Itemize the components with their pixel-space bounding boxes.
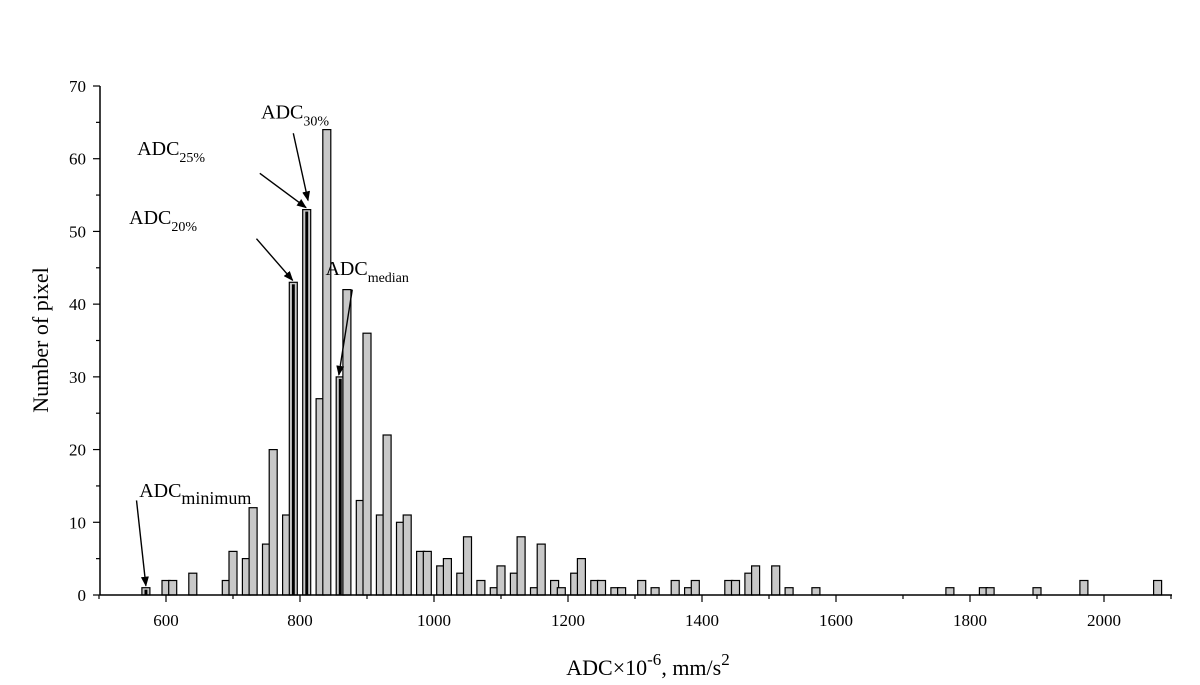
y-tick-label: 60 [69,150,86,169]
annotation-subscript: median [368,271,409,286]
annotation-base: ADC [137,138,179,160]
bar-highlight-marker [305,211,309,595]
y-ticks-group: 0 10 20 30 40 50 60 70 [69,77,100,605]
bar [516,536,526,596]
bar [248,507,258,596]
bar [382,434,392,596]
bar [362,332,372,596]
annotation-label: ADC20% [129,207,197,235]
y-tick-label: 20 [69,441,86,460]
annotation-arrow [255,238,294,282]
bar [342,289,352,596]
annotation-base: ADC [325,258,367,280]
annotation-subscript: 30% [303,115,329,130]
bar [811,587,821,596]
bar-highlight-marker [144,589,148,595]
bar [1032,587,1042,596]
bar [442,557,452,596]
bar [422,550,432,596]
annotation-arrow [135,500,149,587]
x-axis-title-unit-exp: 2 [721,650,730,669]
bar-highlight-marker [338,378,342,595]
x-tick-label: 600 [153,611,179,630]
x-tick-label: 2000 [1087,611,1121,630]
bar [556,587,566,596]
y-tick-label: 50 [69,222,86,241]
bar [322,129,332,596]
annotation-arrow [259,172,307,209]
x-tick-label: 1200 [551,611,585,630]
x-tick-label: 1400 [685,611,719,630]
y-tick-label: 40 [69,295,86,314]
bar [168,579,178,596]
bar [616,587,627,596]
annotation-base: ADC [139,480,181,502]
x-axis-title-unit: , mm/s [661,655,721,680]
annotation-label: ADC30% [261,102,329,130]
bar [750,565,761,596]
bar [1079,579,1089,596]
bar [476,579,486,596]
bar [268,449,278,596]
x-axis-title: ADC×10-6, mm/s2 [566,650,729,680]
x-tick-label: 1800 [953,611,987,630]
bars-group [141,129,1163,596]
y-axis-title: Number of pixel [28,267,53,412]
axes-group [99,86,1172,596]
x-tick-label: 1600 [819,611,853,630]
bar [985,587,995,596]
bar [730,579,741,596]
bar [784,587,794,596]
annotation-base: ADC [129,207,171,229]
bar-highlight-marker [291,284,295,595]
x-axis-title-base: ADC×10 [566,655,647,680]
bar [670,579,680,596]
y-tick-label: 0 [78,586,87,605]
y-tick-label: 70 [69,77,86,96]
annotation-label: ADC25% [137,138,205,166]
x-tick-label: 800 [287,611,313,630]
y-tick-label: 30 [69,368,86,387]
annotation-arrow [336,289,353,376]
bar [228,550,238,596]
x-axis-title-exp: -6 [647,650,661,669]
annotation-subscript: minimum [181,488,251,508]
annotation-subscript: 25% [179,151,205,166]
bar [771,565,781,596]
x-ticks-group: 600 800 1000 1200 1400 1600 1800 2000 [98,595,1172,630]
bar [188,572,198,596]
annotation-label: ADCminimum [139,480,251,508]
bar [650,587,660,596]
bar [945,587,955,596]
annotation-label: ADCmedian [325,258,408,286]
bar [1152,579,1163,596]
bar [637,579,647,596]
bar [536,543,546,596]
bar [690,579,700,596]
annotation-base: ADC [261,102,303,124]
bar [462,536,473,596]
bar [596,579,607,596]
x-tick-label: 1000 [417,611,451,630]
annotation-arrow [292,133,311,202]
bar [496,565,506,596]
bar [576,557,587,596]
bar [402,514,412,596]
annotation-subscript: 20% [171,220,197,235]
y-tick-label: 10 [69,513,86,532]
